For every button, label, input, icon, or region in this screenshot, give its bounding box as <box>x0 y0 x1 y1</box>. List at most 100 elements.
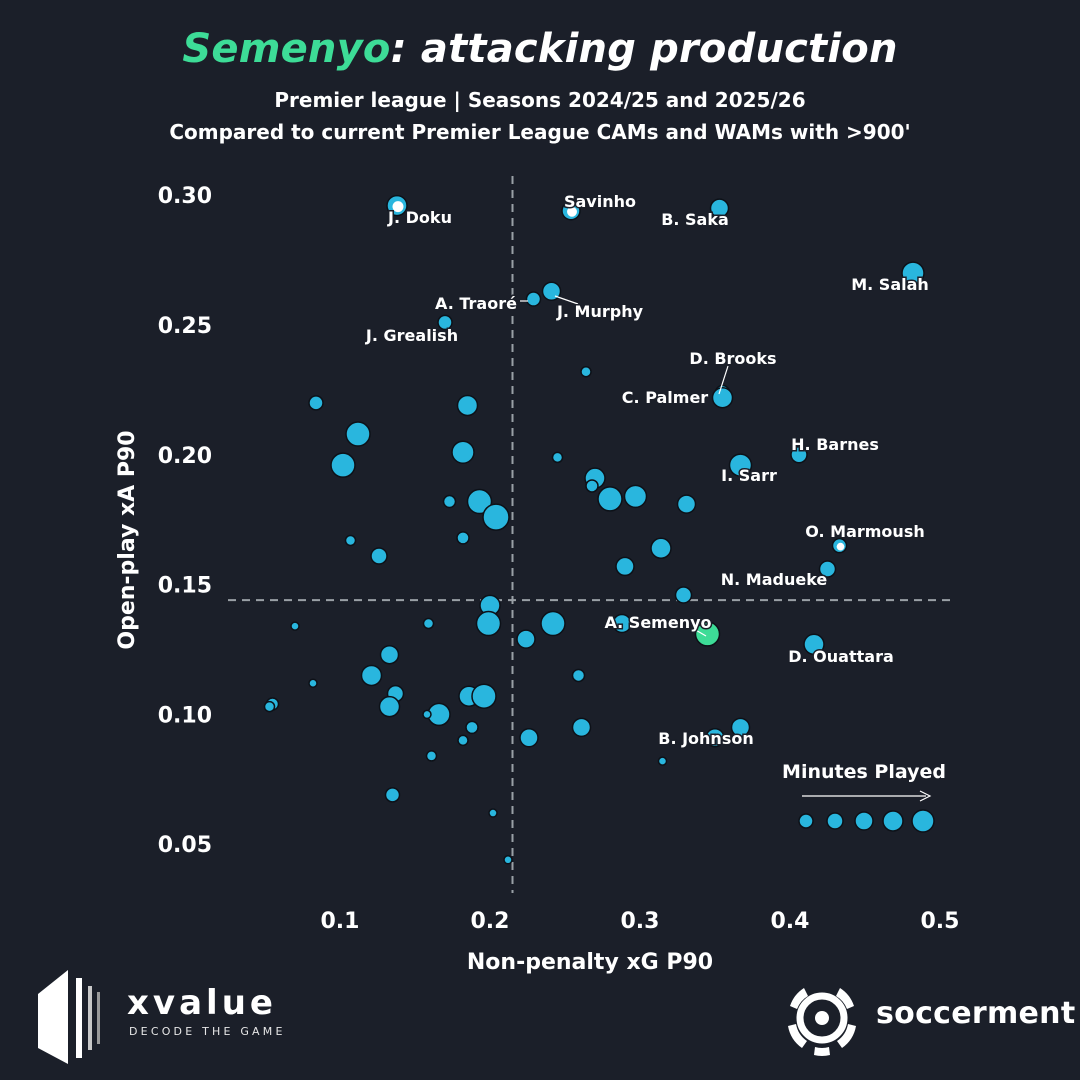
leader-line <box>554 295 579 305</box>
data-point <box>482 503 510 531</box>
point-label: A. Traoré <box>435 294 517 313</box>
point-label: O. Marmoush <box>805 522 924 541</box>
y-tick-label: 0.05 <box>158 833 212 858</box>
data-point <box>456 394 479 417</box>
legend-arrowhead <box>919 790 932 802</box>
x-tick-label: 0.1 <box>321 909 360 934</box>
point-label: J. Grealish <box>365 326 458 345</box>
y-axis-label: Open-play xA P90 <box>115 430 140 649</box>
x-tick-label: 0.5 <box>921 909 960 934</box>
data-point <box>379 644 400 665</box>
point-label: D. Brooks <box>689 349 776 368</box>
data-point <box>612 613 632 634</box>
legend-size-circle <box>911 809 935 833</box>
data-point <box>540 610 566 637</box>
y-tick-label: 0.20 <box>158 444 212 469</box>
data-point <box>456 531 470 545</box>
data-point <box>263 700 276 713</box>
point-label: B. Saka <box>661 210 729 229</box>
point-label: N. Madueke <box>721 570 828 589</box>
y-tick-label: 0.30 <box>158 184 212 209</box>
data-point <box>465 720 479 735</box>
data-point <box>344 534 357 547</box>
soccerment-ball-icon <box>788 988 856 1056</box>
data-point <box>580 365 592 378</box>
data-point <box>378 695 401 718</box>
point-label: I. Sarr <box>721 466 777 485</box>
data-point-labeled <box>705 728 725 748</box>
y-tick-label: 0.25 <box>158 314 212 339</box>
data-point-labeled <box>711 386 734 409</box>
title-rest: : attacking production <box>390 26 898 72</box>
data-point-labeled <box>694 621 721 647</box>
data-point-labeled <box>818 560 837 578</box>
leader-lines <box>520 295 729 637</box>
xvalue-logo: xvalue DECODE THE GAME <box>32 968 292 1066</box>
data-point <box>674 586 693 604</box>
data-point <box>422 617 435 630</box>
point-label: Savinho <box>564 192 636 211</box>
legend-size-circle <box>798 813 814 829</box>
data-point <box>676 494 697 514</box>
data-point <box>425 750 438 762</box>
data-point-labeled-hollow-center <box>836 542 845 551</box>
data-point-labeled <box>901 261 925 285</box>
size-legend: Minutes Played <box>782 761 946 833</box>
data-point <box>475 610 502 637</box>
data-point <box>290 621 300 631</box>
title-player: Semenyo <box>182 26 391 72</box>
data-point <box>503 855 513 865</box>
legend-size-circle <box>826 812 844 830</box>
y-tick-label: 0.10 <box>158 703 212 728</box>
point-labels: J. Doku Savinho B. Saka M. Salah A. Traoré J.… <box>363 191 930 750</box>
data-point-labeled-hollow-center <box>392 201 404 213</box>
reference-lines <box>228 176 950 893</box>
data-point <box>442 494 457 509</box>
data-point-labeled <box>437 314 453 331</box>
point-label: C. Palmer <box>622 388 708 407</box>
subtitle-league: Premier league | Seasons 2024/25 and 202… <box>274 88 806 112</box>
x-axis-label: Non-penalty xG P90 <box>467 950 713 975</box>
data-point <box>516 629 536 649</box>
y-tick-label: 0.15 <box>158 574 212 599</box>
data-point <box>471 683 497 709</box>
data-point <box>308 395 324 411</box>
data-point-labeled-hollow-center <box>567 206 577 217</box>
data-points <box>263 194 925 865</box>
point-label: M. Salah <box>851 275 929 294</box>
subtitle-comparison: Compared to current Premier League CAMs … <box>169 120 911 144</box>
data-point <box>730 717 751 738</box>
point-label: D. Ouattara <box>788 647 894 666</box>
data-point <box>308 678 318 688</box>
data-point <box>571 717 592 738</box>
x-tick-label: 0.4 <box>771 909 810 934</box>
leader-line <box>718 365 729 395</box>
data-point-labeled <box>709 198 730 218</box>
xvalue-bars-icon <box>38 970 100 1064</box>
x-tick-label: 0.2 <box>471 909 510 934</box>
point-label: B. Johnson <box>658 729 753 748</box>
soccerment-logo: soccerment <box>780 976 1075 1060</box>
data-point <box>330 452 356 478</box>
soccerment-wordmark: soccerment <box>876 996 1076 1031</box>
data-point <box>657 756 668 766</box>
legend-title: Minutes Played <box>782 761 946 783</box>
data-point <box>623 484 648 509</box>
data-point <box>615 556 635 577</box>
data-point-labeled <box>525 291 542 307</box>
data-point <box>370 547 388 565</box>
point-label: A. Semenyo <box>604 613 711 632</box>
data-point <box>466 488 493 515</box>
leader-line <box>693 628 707 637</box>
data-point-labeled <box>803 633 825 656</box>
legend-size-circle <box>854 811 874 831</box>
data-point <box>597 486 623 512</box>
data-point-labeled <box>728 453 753 477</box>
data-point <box>650 537 672 560</box>
point-label: J. Murphy <box>556 302 644 321</box>
xvalue-wordmark: xvalue <box>127 983 277 1023</box>
tick-labels: 0.1 0.2 0.3 0.4 0.5 0.05 0.10 0.15 0.20 0.25 0.30 <box>158 184 960 934</box>
data-point-labeled <box>790 446 808 464</box>
data-point <box>345 421 371 447</box>
